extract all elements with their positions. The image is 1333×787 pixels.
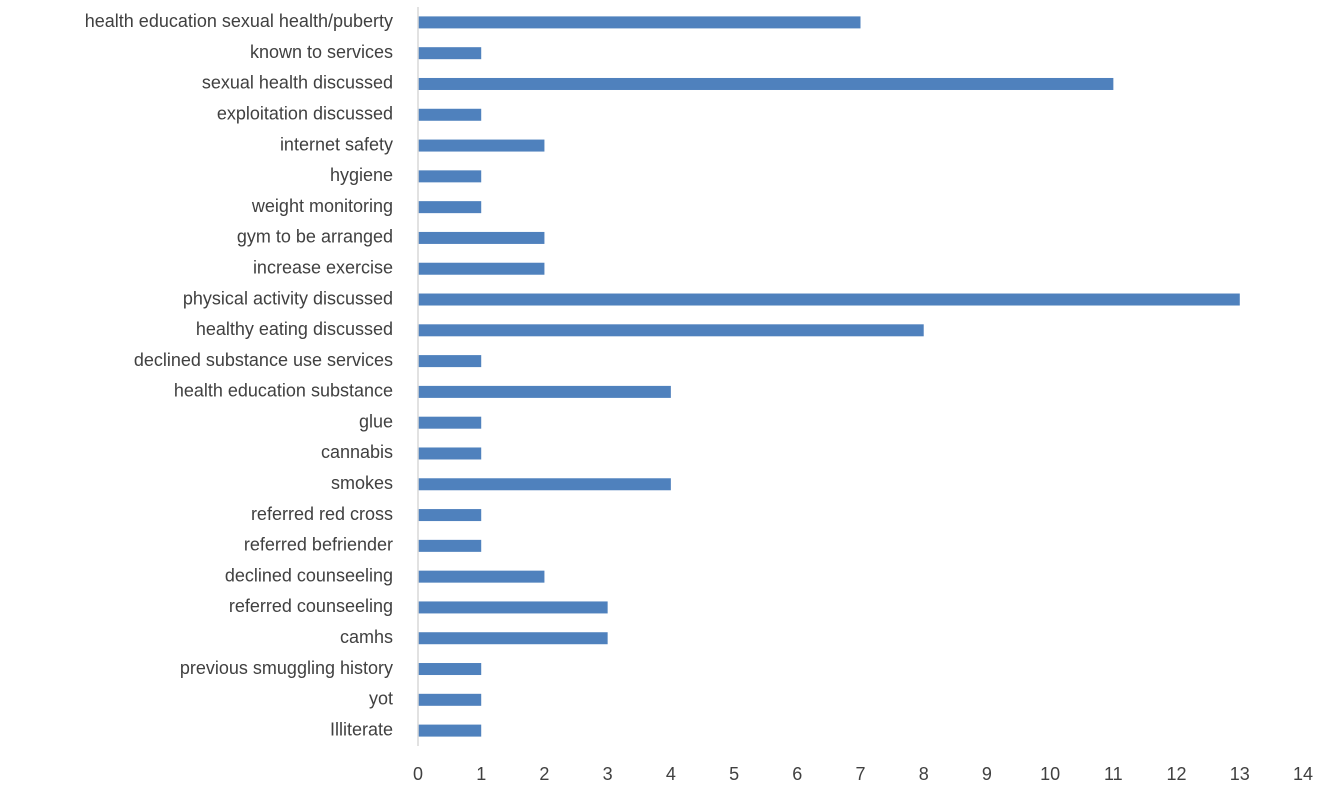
category-label: referred red cross (251, 504, 393, 524)
bar (418, 16, 861, 29)
x-tick-label: 10 (1040, 764, 1060, 784)
axis-layer: 0 1 2 3 4 5 6 7 8 9 10 11 12 13 14 (413, 7, 1313, 784)
category-label: glue (359, 411, 393, 431)
category-label: referred befriender (244, 535, 393, 555)
x-tick-label: 5 (729, 764, 739, 784)
bar (418, 570, 545, 583)
category-label: camhs (340, 627, 393, 647)
bar (418, 139, 545, 152)
bars-layer (418, 16, 1240, 737)
bar (418, 539, 482, 552)
bar (418, 293, 1240, 306)
x-tick-label: 13 (1230, 764, 1250, 784)
category-label: physical activity discussed (183, 288, 393, 308)
category-label: declined counseeling (225, 565, 393, 585)
x-tick-label: 0 (413, 764, 423, 784)
bar (418, 416, 482, 429)
bar (418, 601, 608, 614)
bar (418, 447, 482, 460)
x-tick-label: 3 (603, 764, 613, 784)
bar (418, 47, 482, 60)
x-tick-label: 6 (792, 764, 802, 784)
x-tick-label: 12 (1167, 764, 1187, 784)
bar (418, 108, 482, 121)
bar (418, 77, 1114, 90)
bar (418, 663, 482, 676)
x-tick-label: 2 (539, 764, 549, 784)
category-label: exploitation discussed (217, 104, 393, 124)
category-label: hygiene (330, 165, 393, 185)
bar (418, 509, 482, 522)
bar (418, 170, 482, 183)
bar (418, 724, 482, 737)
category-label: sexual health discussed (202, 73, 393, 93)
category-label: smokes (331, 473, 393, 493)
x-tick-label: 1 (476, 764, 486, 784)
x-tick-label: 11 (1104, 764, 1123, 784)
category-label: yot (369, 689, 393, 709)
bar (418, 324, 924, 337)
category-label: known to services (250, 42, 393, 62)
category-labels-layer: health education sexual health/puberty kn… (85, 11, 393, 739)
bar (418, 355, 482, 368)
x-tick-label: 7 (855, 764, 865, 784)
x-tick-label: 14 (1293, 764, 1313, 784)
bar (418, 231, 545, 244)
x-tick-label: 4 (666, 764, 676, 784)
x-tick-label: 9 (982, 764, 992, 784)
x-tick-label: 8 (919, 764, 929, 784)
category-label: weight monitoring (251, 196, 393, 216)
category-label: healthy eating discussed (196, 319, 393, 339)
bar (418, 632, 608, 645)
bar (418, 385, 671, 398)
bar (418, 693, 482, 706)
category-label: health education substance (174, 381, 393, 401)
bar (418, 478, 671, 491)
category-label: previous smuggling history (180, 658, 393, 678)
bar (418, 201, 482, 214)
category-label: health education sexual health/puberty (85, 11, 393, 31)
category-label: cannabis (321, 442, 393, 462)
category-label: internet safety (280, 134, 393, 154)
category-label: declined substance use services (134, 350, 393, 370)
category-label: increase exercise (253, 257, 393, 277)
category-label: referred counseeling (229, 596, 393, 616)
category-label: Illiterate (330, 719, 393, 739)
bar (418, 262, 545, 275)
category-label: gym to be arranged (237, 227, 393, 247)
